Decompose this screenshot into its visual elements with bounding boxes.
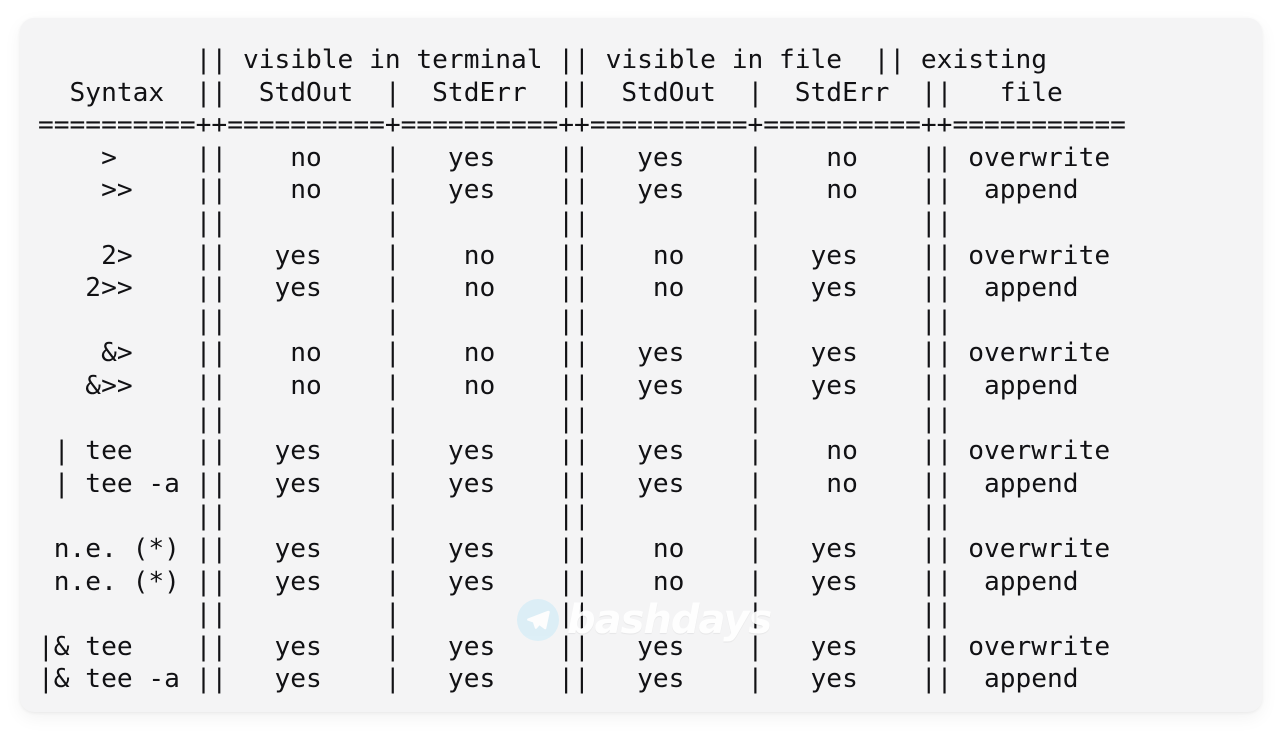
table-row: |& tee || yes | yes || yes | yes || over… (38, 631, 1111, 662)
table-row-spacer: || | || | || (38, 599, 953, 630)
table-row: 2>> || yes | no || no | yes || append (38, 273, 1079, 304)
table-row: &>> || no | no || yes | yes || append (38, 370, 1079, 401)
table-row: > || no | yes || yes | no || overwrite (38, 142, 1111, 173)
table-row: 2> || yes | no || no | yes || overwrite (38, 240, 1111, 271)
table-row-spacer: || | || | || (38, 501, 953, 532)
table-header-groups-line: || visible in terminal || visible in fil… (38, 45, 1048, 75)
table-row: n.e. (*) || yes | yes || no | yes || ove… (38, 533, 1111, 564)
table-separator-line: ==========++==========+==========++=====… (38, 110, 1126, 141)
table-row: n.e. (*) || yes | yes || no | yes || app… (38, 566, 1079, 597)
table-row: &> || no | no || yes | yes || overwrite (38, 338, 1111, 369)
table-row: |& tee -a || yes | yes || yes | yes || a… (38, 664, 1079, 695)
cheatsheet-card: || visible in terminal || visible in fil… (20, 18, 1262, 712)
table-row-spacer: || | || | || (38, 207, 953, 238)
table-row-spacer: || | || | || (38, 305, 953, 336)
redirection-ascii-table: || visible in terminal || visible in fil… (38, 44, 1126, 696)
table-column-headers-line: Syntax || StdOut | StdErr || StdOut | St… (38, 77, 1063, 108)
table-row: >> || no | yes || yes | no || append (38, 175, 1079, 206)
table-row-spacer: || | || | || (38, 403, 953, 434)
table-row: | tee || yes | yes || yes | no || overwr… (38, 436, 1111, 467)
table-row: | tee -a || yes | yes || yes | no || app… (38, 468, 1079, 499)
